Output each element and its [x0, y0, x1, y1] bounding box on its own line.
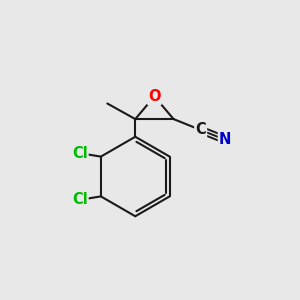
Text: Cl: Cl	[72, 146, 88, 160]
Text: Cl: Cl	[72, 192, 88, 207]
Text: N: N	[219, 132, 231, 147]
Text: C: C	[195, 122, 206, 137]
Text: O: O	[148, 89, 161, 104]
